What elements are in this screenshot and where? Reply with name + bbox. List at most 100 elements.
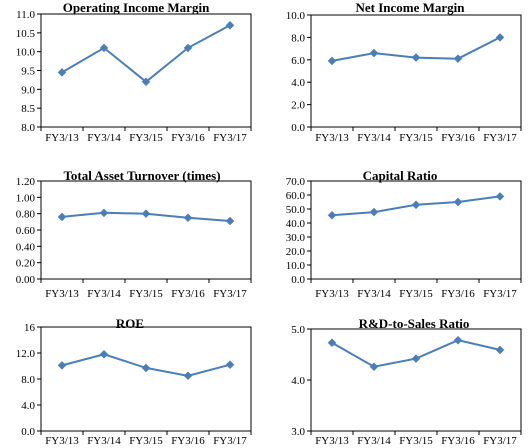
y-tick-label: 8.0 xyxy=(21,374,35,386)
y-tick-label: 0.0 xyxy=(21,426,35,438)
x-tick-label: FY3/13 xyxy=(45,435,79,447)
x-tick-label: FY3/15 xyxy=(129,288,163,300)
x-tick-label: FY3/16 xyxy=(441,288,475,300)
y-tick-label: 10.5 xyxy=(16,28,36,40)
y-tick-label: 2.0 xyxy=(291,100,305,112)
chart-title: R&D-to-Sales Ratio xyxy=(359,316,470,331)
x-tick-label: FY3/17 xyxy=(483,288,517,300)
y-tick-label: 16 xyxy=(24,322,36,334)
x-tick-label: FY3/14 xyxy=(87,435,121,447)
x-tick-label: FY3/15 xyxy=(399,435,433,447)
chart-title: Capital Ratio xyxy=(363,168,438,183)
y-tick-label: 12.0 xyxy=(16,348,36,360)
data-point xyxy=(141,363,151,373)
data-point xyxy=(57,360,67,370)
data-point xyxy=(495,192,505,201)
x-tick-label: FY3/13 xyxy=(45,132,79,144)
data-point xyxy=(327,338,337,348)
chart-title: Total Asset Turnover (times) xyxy=(63,168,220,183)
x-tick-label: FY3/14 xyxy=(87,132,121,144)
x-tick-label: FY3/13 xyxy=(45,288,79,300)
chart-title: Operating Income Margin xyxy=(63,0,210,15)
y-tick-label: 8.0 xyxy=(291,32,305,44)
data-point xyxy=(369,362,379,372)
data-point xyxy=(453,197,463,207)
data-point xyxy=(369,207,379,217)
x-tick-label: FY3/17 xyxy=(483,132,517,144)
x-tick-label: FY3/16 xyxy=(441,435,475,447)
y-tick-label: 1.20 xyxy=(16,176,36,188)
data-point xyxy=(411,200,421,210)
y-tick-label: 70.0 xyxy=(286,176,306,188)
y-tick-label: 0.40 xyxy=(16,241,36,253)
y-tick-label: 0.20 xyxy=(16,258,36,270)
y-tick-label: 0.00 xyxy=(16,274,36,286)
x-tick-label: FY3/14 xyxy=(357,288,391,300)
data-point xyxy=(495,345,505,355)
chart-title: Net Income Margin xyxy=(355,0,465,15)
data-point xyxy=(495,33,505,42)
data-point xyxy=(369,48,379,58)
chart-5: ROE 0.0 4.0 8.0 12.0 16 FY3/13 FY3/14 FY3/15 FY3/… xyxy=(16,316,252,447)
x-tick-label: FY3/13 xyxy=(315,435,349,447)
x-tick-label: FY3/17 xyxy=(213,288,247,300)
x-tick-label: FY3/16 xyxy=(171,288,205,300)
data-point xyxy=(183,43,193,53)
y-tick-label: 9.5 xyxy=(21,66,35,78)
y-tick-label: 9.0 xyxy=(21,84,35,96)
y-tick-label: 0.60 xyxy=(16,225,36,237)
y-tick-label: 10.0 xyxy=(286,260,306,272)
x-tick-label: FY3/17 xyxy=(213,435,247,447)
y-tick-label: 8.5 xyxy=(21,103,35,115)
x-tick-label: FY3/16 xyxy=(441,132,475,144)
x-tick-label: FY3/16 xyxy=(171,435,205,447)
y-tick-label: 20.0 xyxy=(286,246,306,258)
y-tick-label: 0.0 xyxy=(291,274,305,286)
data-point xyxy=(225,216,235,226)
data-point xyxy=(327,210,337,220)
y-tick-label: 5.0 xyxy=(291,324,305,336)
y-tick-label: 50.0 xyxy=(286,204,306,216)
x-tick-label: FY3/16 xyxy=(171,132,205,144)
x-tick-label: FY3/13 xyxy=(315,132,349,144)
x-tick-label: FY3/14 xyxy=(357,132,391,144)
plot-frame xyxy=(40,326,252,432)
chart-1: Operating Income Margin 8.0 8.5 9.0 9.5 10.0 1… xyxy=(16,0,252,144)
x-tick-label: FY3/15 xyxy=(129,132,163,144)
data-point xyxy=(453,54,463,64)
y-tick-label: 6.0 xyxy=(291,55,305,67)
x-tick-label: FY3/15 xyxy=(399,132,433,144)
y-tick-label: 4.0 xyxy=(291,77,305,89)
data-point xyxy=(225,360,235,370)
x-tick-label: FY3/14 xyxy=(357,435,391,447)
y-tick-label: 40.0 xyxy=(286,218,306,230)
chart-4: Capital Ratio 0.0 10.0 20.0 30.0 40.0 50.0 60.0… xyxy=(286,168,522,300)
plot-frame xyxy=(40,180,252,280)
data-point xyxy=(453,335,463,345)
data-point xyxy=(183,213,193,223)
x-tick-label: FY3/15 xyxy=(399,288,433,300)
x-tick-label: FY3/14 xyxy=(87,288,121,300)
x-tick-label: FY3/13 xyxy=(315,288,349,300)
y-tick-label: 3.0 xyxy=(291,426,305,438)
y-tick-label: 4.0 xyxy=(21,400,35,412)
data-point xyxy=(99,208,109,218)
data-point xyxy=(99,43,109,53)
y-tick-label: 4.0 xyxy=(291,375,305,387)
data-point xyxy=(411,53,421,62)
y-tick-label: 0.80 xyxy=(16,209,36,221)
data-point xyxy=(99,349,109,359)
plot-frame xyxy=(310,180,522,280)
y-tick-label: 0.0 xyxy=(291,122,305,134)
plot-frame xyxy=(310,328,522,432)
x-tick-label: FY3/17 xyxy=(213,132,247,144)
chart-title: ROE xyxy=(116,316,144,331)
plot-frame xyxy=(310,14,522,128)
y-tick-label: 11.0 xyxy=(16,9,35,21)
y-tick-label: 8.0 xyxy=(21,122,35,134)
y-tick-label: 10.0 xyxy=(286,10,306,22)
data-point xyxy=(327,56,337,66)
data-point xyxy=(141,77,151,87)
chart-6: R&D-to-Sales Ratio 3.0 4.0 5.0 FY3/13 FY3/14 F… xyxy=(291,316,522,447)
